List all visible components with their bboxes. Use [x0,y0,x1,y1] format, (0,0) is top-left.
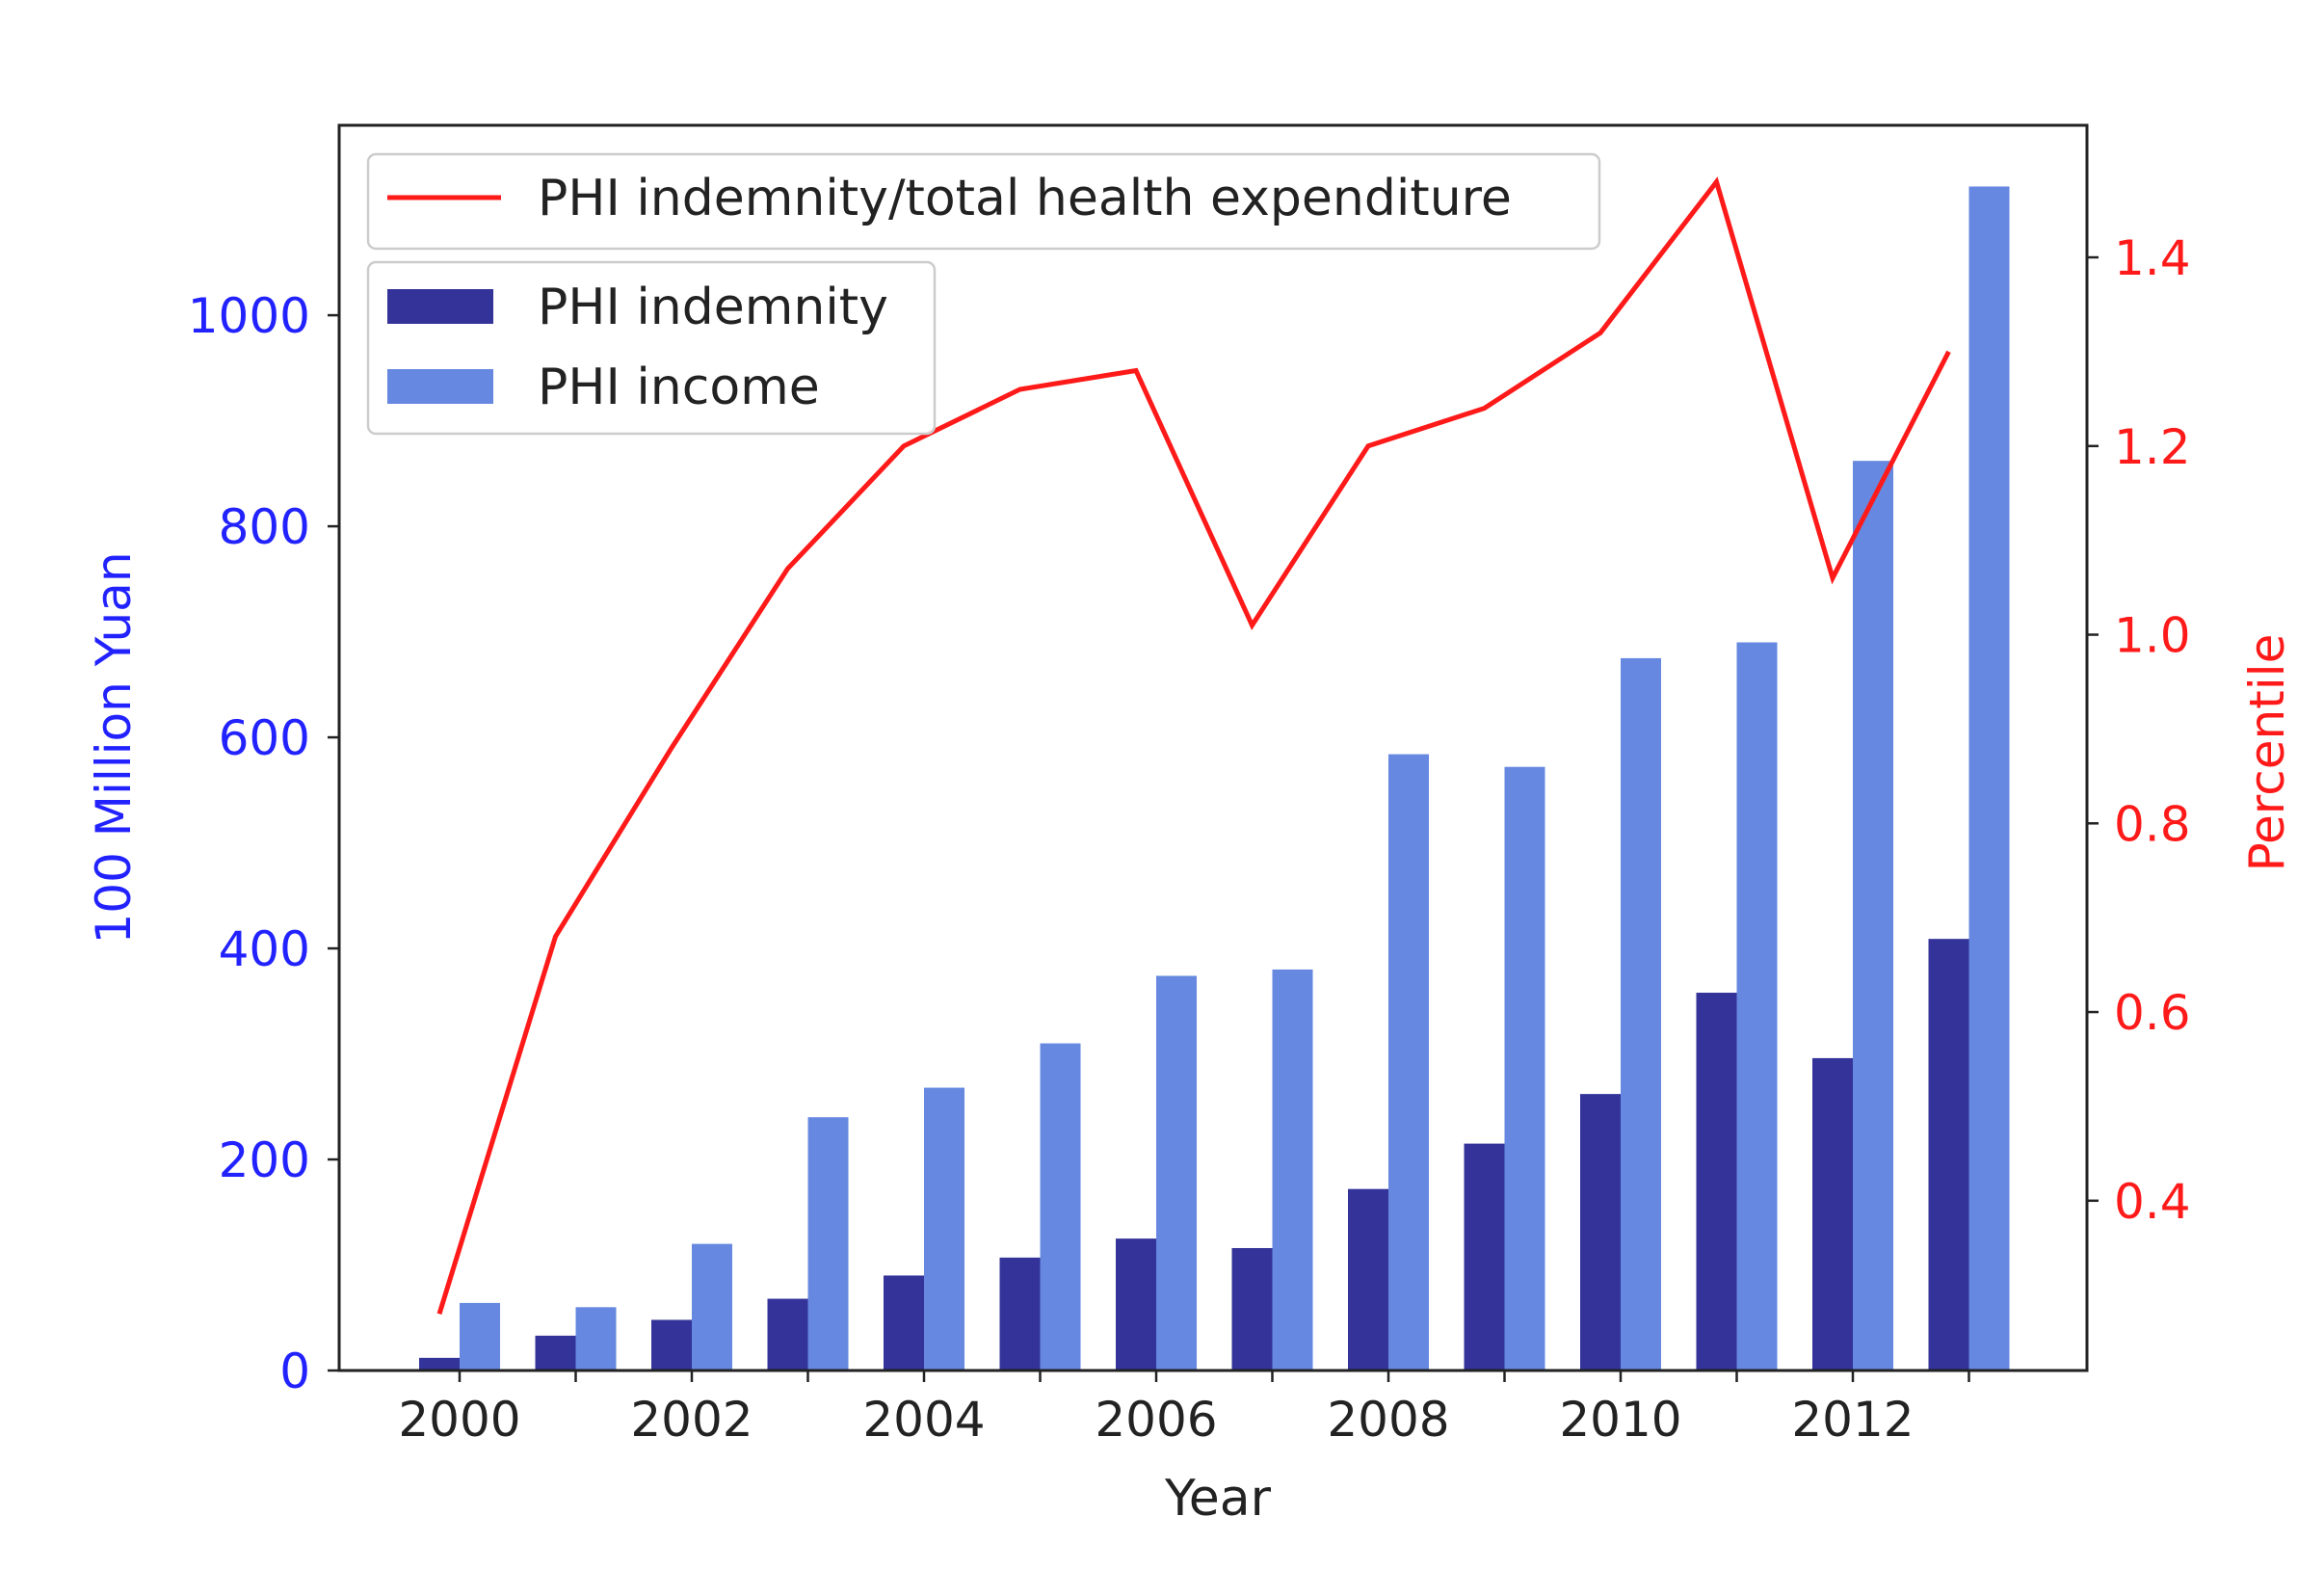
bar-phi-indemnity-2003 [767,1298,808,1370]
bar-phi-indemnity-2012 [1812,1057,1853,1370]
y-right-tick-label-0.6: 0.6 [2114,985,2191,1041]
x-tick-label-2004: 2004 [862,1392,985,1448]
axes: 2000 2002 2004 2006 2008 2010 2012 Year 0 200 400 6… [86,123,2295,1528]
bar-phi-indemnity-2007 [1231,1247,1273,1370]
bar-phi-indemnity-2005 [999,1257,1041,1370]
legend-bar-label-0: PHI indemnity [538,279,888,336]
y-right-axis-label: Percentile [2239,634,2295,872]
bar-phi-income-2002 [692,1243,732,1370]
bar-phi-indemnity-2004 [884,1275,924,1370]
bar-phi-indemnity-2009 [1464,1143,1505,1370]
bar-phi-income-2008 [1388,754,1429,1370]
plot-frame [337,123,2089,1372]
bar-phi-income-2003 [807,1117,849,1370]
bar-phi-income-2000 [460,1302,500,1370]
bar-phi-income-2013 [1968,186,2010,1370]
y-right-tick-label-1: 1.0 [2114,608,2191,664]
bar-phi-income-2001 [575,1307,617,1370]
bar-phi-indemnity-2011 [1696,993,1737,1370]
x-axis-label: Year [1164,1470,1272,1528]
bar-phi-indemnity-2006 [1116,1238,1156,1370]
bar-phi-indemnity-2013 [1928,939,1969,1370]
x-tick-label-2002: 2002 [630,1392,753,1448]
bar-phi-indemnity-2000 [419,1357,460,1370]
x-tick-label-2010: 2010 [1559,1392,1681,1448]
line-layer [436,176,1951,1316]
legend-line-label: PHI indemnity/total health expenditure [538,170,1512,227]
bar-phi-income-2005 [1040,1043,1081,1370]
bar-phi-income-2010 [1621,657,1661,1370]
y-left-tick-label-0: 0 [279,1344,310,1399]
bar-phi-indemnity-2002 [651,1319,692,1370]
y-left-tick-label-800: 800 [219,499,310,555]
y-right-tick-label-1.2: 1.2 [2114,419,2191,475]
bar-phi-income-2009 [1504,766,1545,1370]
x-tick-label-2006: 2006 [1095,1392,1217,1448]
y-left-axis-label: 100 Million Yuan [86,551,142,944]
bar-group [419,186,2010,1370]
legend-line-box [366,152,1601,251]
bar-phi-indemnity-2010 [1580,1094,1621,1370]
y-left-tick-label-400: 400 [219,921,310,977]
bar-phi-income-2007 [1272,969,1313,1370]
line-phi-indemnity-ratio [436,176,1951,1316]
legend-bar-label-1: PHI income [538,359,820,416]
x-tick-label-2000: 2000 [398,1392,520,1448]
bar-phi-income-2011 [1736,642,1778,1370]
bar-phi-income-2006 [1156,975,1197,1370]
y-right-tick-label-0.4: 0.4 [2114,1174,2191,1230]
legends: PHI indemnity/total health expenditure PH… [366,152,1601,436]
y-left-tick-label-1000: 1000 [188,288,310,344]
bar-phi-income-2004 [924,1087,964,1370]
y-left-tick-label-200: 200 [219,1132,310,1188]
bar-phi-income-2012 [1853,461,1893,1370]
y-left-tick-label-600: 600 [219,710,310,766]
x-tick-label-2008: 2008 [1327,1392,1449,1448]
y-right-tick-label-0.8: 0.8 [2114,796,2191,852]
legend-bar-swatch-0 [387,289,493,324]
bar-phi-indemnity-2001 [535,1335,576,1370]
legend-bar-swatch-1 [387,369,493,404]
legend-bars-box [366,260,937,436]
bar-phi-indemnity-2008 [1348,1188,1388,1370]
y-right-tick-label-1.4: 1.4 [2114,230,2191,286]
x-tick-label-2012: 2012 [1791,1392,1914,1448]
